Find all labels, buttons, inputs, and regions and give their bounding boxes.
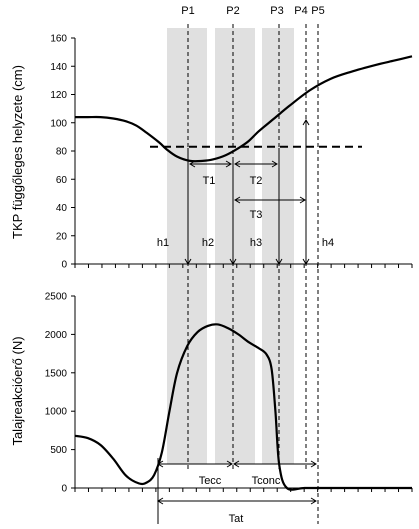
phase-bands — [167, 28, 294, 464]
tecc-label: Tecc — [199, 475, 222, 487]
phase-band-3 — [262, 28, 294, 464]
bottom-y-tick-label: 0 — [61, 484, 67, 495]
height-arrows — [184, 119, 310, 265]
marker-label-p3: P3 — [270, 5, 283, 17]
marker-label-p5: P5 — [311, 5, 324, 17]
series-line-cog-height — [75, 55, 413, 163]
top-y-tick-label: 120 — [50, 90, 67, 101]
top-y-tick-label: 40 — [56, 203, 68, 214]
bottom-y-tick-label: 2000 — [45, 330, 68, 341]
top-y-ticks: 0 20 40 60 80 100 120 140 160 — [50, 34, 75, 271]
marker-label-p4: P4 — [294, 5, 307, 17]
h4-label: h4 — [322, 237, 334, 249]
bottom-y-tick-label: 1500 — [45, 368, 68, 379]
bottom-y-axis-title: Talajreakcióerő (N) — [10, 336, 25, 445]
interval-arrows-bottom — [157, 458, 317, 524]
top-y-axis-title: TKP függőleges helyzete (cm) — [10, 65, 25, 239]
top-x-ticks — [74, 264, 413, 268]
tat-label: Tat — [229, 513, 244, 525]
t2-label: T2 — [250, 175, 263, 187]
top-y-tick-label: 0 — [61, 260, 67, 271]
top-y-tick-label: 20 — [56, 231, 68, 242]
tconc-label: Tconc — [252, 475, 281, 487]
bottom-y-ticks: 0 500 1000 1500 2000 2500 — [45, 292, 75, 495]
bottom-y-tick-label: 1000 — [45, 407, 68, 418]
top-y-tick-label: 160 — [50, 34, 67, 45]
bottom-y-tick-label: 500 — [50, 445, 67, 456]
interval-arrows-top — [189, 160, 306, 204]
series-line-ground-reaction-force — [74, 323, 412, 491]
marker-label-p1: P1 — [181, 5, 194, 17]
t3-label: T3 — [250, 209, 263, 221]
top-y-tick-label: 60 — [56, 175, 68, 186]
top-y-tick-label: 140 — [50, 62, 67, 73]
h3-label: h3 — [250, 237, 262, 249]
h1-label: h1 — [157, 237, 169, 249]
phase-band-2 — [215, 28, 255, 464]
bottom-y-tick-label: 2500 — [45, 292, 68, 303]
top-y-tick-label: 80 — [56, 147, 68, 158]
h2-label: h2 — [202, 237, 214, 249]
top-y-tick-label: 100 — [50, 118, 67, 129]
t1-label: T1 — [203, 175, 216, 187]
marker-lines — [187, 24, 319, 524]
marker-label-p2: P2 — [226, 5, 239, 17]
